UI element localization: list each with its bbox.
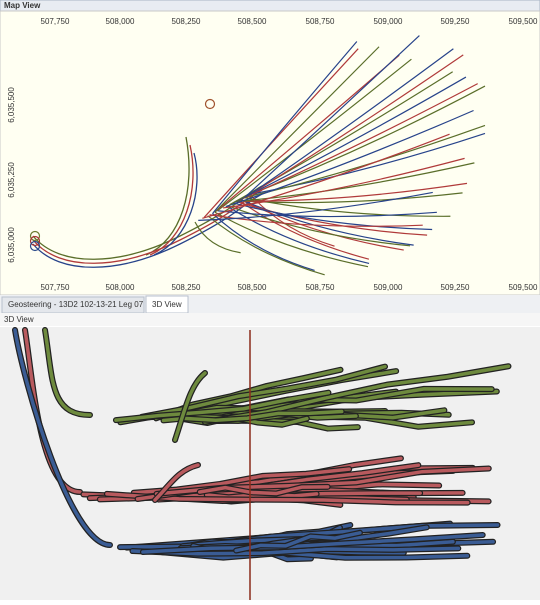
well-path — [250, 85, 486, 195]
well-path — [233, 202, 433, 231]
well-path — [240, 198, 414, 246]
x-tick-label: 508,750 — [306, 283, 335, 292]
well-tube — [43, 328, 92, 417]
well-path — [214, 211, 369, 268]
well-path — [153, 152, 198, 256]
x-tick-label: 507,750 — [41, 283, 70, 292]
well-path — [203, 48, 359, 218]
well-tube — [153, 463, 200, 502]
x-tick-label: 508,500 — [238, 283, 267, 292]
well-path — [145, 136, 190, 256]
y-tick-label: 6,035,500 — [7, 87, 16, 123]
x-tick-label: 508,000 — [106, 283, 135, 292]
well-tube — [13, 328, 112, 547]
panel-title: 3D View — [4, 315, 34, 324]
well-tube — [105, 492, 470, 505]
well-tube — [141, 533, 485, 554]
y-tick-label: 6,035,000 — [7, 227, 16, 263]
well-path — [214, 54, 400, 213]
well-path — [238, 199, 370, 260]
well-path — [249, 54, 464, 196]
x-tick-label: 508,750 — [306, 17, 335, 26]
well-path — [233, 76, 467, 204]
well-tube — [160, 550, 470, 560]
x-tick-label: 509,000 — [374, 283, 403, 292]
map-wells — [32, 35, 486, 276]
well-head — [29, 235, 41, 247]
well-path — [198, 191, 433, 221]
x-tick-label: 509,250 — [441, 283, 470, 292]
x-tick-label: 508,500 — [238, 17, 267, 26]
well-path — [225, 109, 474, 208]
well-path — [236, 83, 478, 202]
well-head — [29, 230, 41, 242]
well-path — [216, 58, 412, 212]
well-tube — [197, 485, 330, 496]
x-tick-label: 508,250 — [172, 283, 201, 292]
well-path — [236, 182, 468, 202]
well-head — [29, 240, 41, 252]
well-path — [244, 35, 420, 198]
well-tube — [130, 546, 461, 556]
well-path — [235, 200, 428, 236]
y-tick-label: 6,035,250 — [7, 162, 16, 198]
x-tick-label: 509,000 — [374, 17, 403, 26]
tab-label[interactable]: 3D View — [152, 300, 182, 309]
well-tube — [114, 390, 331, 422]
panel-title: Map View — [4, 1, 41, 10]
3d-wells — [12, 327, 512, 600]
x-tick-label: 507,750 — [41, 17, 70, 26]
well-path — [212, 41, 358, 214]
well-tube — [234, 531, 362, 553]
well-path — [211, 212, 315, 272]
panel-header — [0, 313, 540, 326]
well-path — [207, 215, 325, 276]
well-path — [149, 144, 194, 256]
well-path — [214, 46, 380, 213]
well-path — [235, 162, 475, 203]
x-tick-label: 509,500 — [509, 283, 538, 292]
title-bar — [0, 0, 540, 12]
x-tick-label: 509,500 — [509, 17, 538, 26]
x-tick-label: 509,250 — [441, 17, 470, 26]
tab-label[interactable]: Geosteering - 13D2 102-13-21 Leg 07 — [8, 300, 144, 309]
well-tube — [173, 371, 207, 442]
map-canvas[interactable] — [0, 10, 540, 296]
3d-canvas[interactable] — [0, 327, 540, 600]
well-path — [217, 210, 437, 218]
well-path — [226, 205, 370, 265]
well-path — [202, 133, 450, 219]
x-tick-label: 508,000 — [106, 17, 135, 26]
target-marker — [204, 98, 216, 110]
well-path — [194, 221, 241, 254]
well-path — [249, 48, 454, 196]
well-path — [227, 205, 411, 247]
x-tick-label: 508,250 — [172, 17, 201, 26]
well-tube — [182, 409, 344, 422]
well-tube — [203, 364, 511, 424]
